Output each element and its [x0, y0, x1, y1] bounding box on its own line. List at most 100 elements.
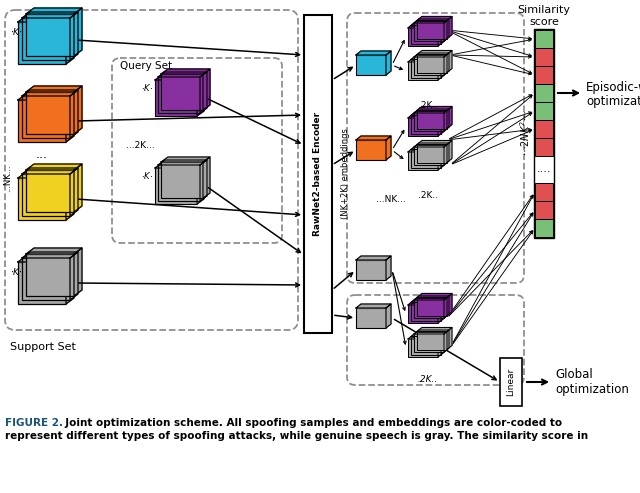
Text: ....: .... — [537, 164, 551, 174]
Text: optimization: optimization — [586, 95, 640, 107]
Polygon shape — [444, 330, 449, 352]
Polygon shape — [74, 164, 82, 212]
Polygon shape — [18, 172, 74, 178]
Bar — [411, 337, 441, 354]
Polygon shape — [161, 69, 210, 74]
Polygon shape — [26, 8, 82, 14]
Polygon shape — [197, 163, 204, 204]
Bar — [411, 303, 441, 320]
Polygon shape — [74, 248, 82, 296]
Polygon shape — [26, 86, 82, 92]
Bar — [411, 149, 441, 168]
Polygon shape — [411, 145, 446, 149]
Bar — [356, 55, 386, 75]
Polygon shape — [158, 160, 207, 165]
Text: FIGURE 2.: FIGURE 2. — [5, 418, 63, 428]
Polygon shape — [438, 58, 443, 80]
Bar — [411, 115, 441, 134]
Bar — [408, 62, 438, 80]
Bar — [356, 260, 386, 280]
Polygon shape — [161, 157, 210, 162]
Bar — [535, 48, 553, 66]
Polygon shape — [438, 148, 443, 170]
Polygon shape — [26, 164, 82, 170]
Bar — [161, 162, 203, 198]
Polygon shape — [414, 19, 449, 23]
Bar — [408, 305, 438, 323]
Bar — [26, 14, 74, 56]
Polygon shape — [408, 24, 443, 28]
Polygon shape — [411, 111, 446, 115]
Text: $\cdot$K$\cdot$: $\cdot$K$\cdot$ — [10, 266, 22, 277]
Text: $\cdots 2NK^2\cdots$: $\cdots 2NK^2\cdots$ — [518, 110, 532, 156]
Polygon shape — [155, 163, 204, 168]
Bar — [417, 331, 447, 350]
Bar — [18, 178, 66, 220]
Polygon shape — [444, 19, 449, 41]
Polygon shape — [414, 143, 449, 147]
Polygon shape — [66, 94, 74, 142]
Polygon shape — [356, 51, 391, 55]
Polygon shape — [66, 16, 74, 64]
Text: $\cdot$K$\cdot$: $\cdot$K$\cdot$ — [141, 82, 153, 93]
Text: ...NK...: ...NK... — [376, 196, 406, 205]
Polygon shape — [417, 50, 452, 55]
Bar — [26, 170, 74, 212]
Text: Query Set: Query Set — [120, 61, 172, 71]
Polygon shape — [444, 143, 449, 165]
Bar — [408, 152, 438, 170]
Bar — [22, 96, 70, 138]
Bar — [414, 334, 444, 352]
Polygon shape — [438, 301, 443, 323]
Text: RawNet2-based Encoder: RawNet2-based Encoder — [314, 112, 323, 236]
Polygon shape — [447, 106, 452, 129]
Bar — [411, 26, 441, 43]
Polygon shape — [414, 296, 449, 300]
Text: ...: ... — [36, 148, 48, 162]
Polygon shape — [441, 298, 446, 320]
Polygon shape — [444, 53, 449, 75]
Polygon shape — [408, 335, 443, 339]
Bar — [417, 297, 447, 316]
Polygon shape — [411, 298, 446, 303]
Polygon shape — [386, 136, 391, 160]
Bar — [408, 118, 438, 136]
Bar — [155, 80, 197, 116]
Bar — [414, 23, 444, 41]
Polygon shape — [414, 53, 449, 57]
Polygon shape — [386, 51, 391, 75]
Polygon shape — [22, 252, 78, 258]
Bar — [18, 22, 66, 64]
Text: $\cdot$K$\cdot$: $\cdot$K$\cdot$ — [10, 26, 22, 37]
Polygon shape — [356, 256, 391, 260]
Bar — [408, 28, 438, 46]
Polygon shape — [356, 136, 391, 140]
Bar — [535, 66, 553, 84]
Bar — [535, 120, 553, 138]
Polygon shape — [441, 56, 446, 77]
Polygon shape — [417, 327, 452, 331]
Polygon shape — [438, 24, 443, 46]
Polygon shape — [447, 16, 452, 38]
Polygon shape — [444, 109, 449, 131]
Bar — [161, 74, 203, 110]
Polygon shape — [438, 335, 443, 357]
Bar — [500, 358, 522, 406]
Bar — [535, 138, 553, 156]
Polygon shape — [22, 12, 78, 18]
Polygon shape — [417, 106, 452, 110]
Polygon shape — [408, 148, 443, 152]
Bar — [22, 258, 70, 300]
Bar — [417, 21, 447, 38]
Polygon shape — [158, 72, 207, 77]
Polygon shape — [155, 75, 204, 80]
Bar — [304, 15, 332, 333]
Polygon shape — [356, 304, 391, 308]
Bar — [417, 144, 447, 163]
Bar — [356, 140, 386, 160]
Bar — [155, 168, 197, 204]
Polygon shape — [70, 12, 78, 60]
Polygon shape — [417, 293, 452, 297]
Bar — [158, 165, 200, 201]
Bar — [22, 18, 70, 60]
